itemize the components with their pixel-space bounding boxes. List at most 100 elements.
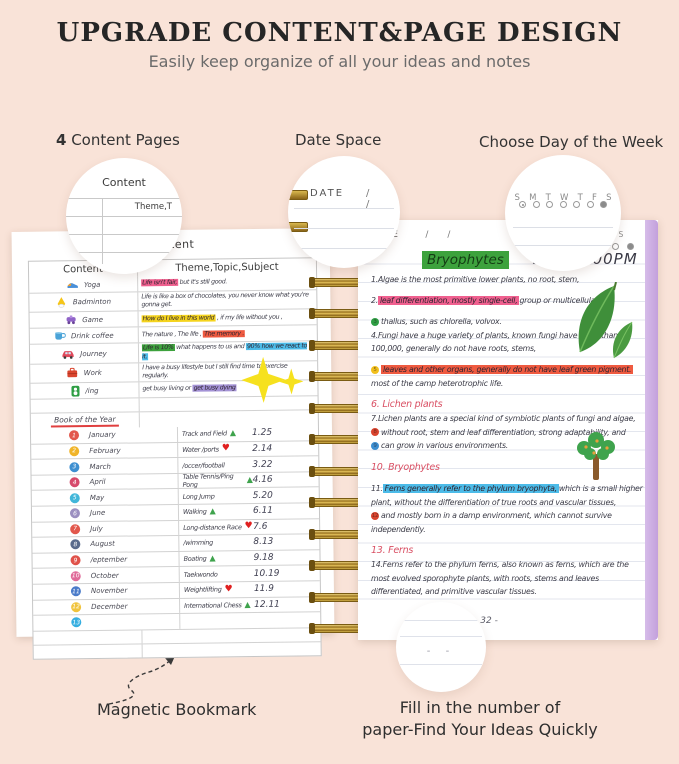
book-of-year-label: Book of the Year xyxy=(51,414,119,428)
month-activity: Water /ports ♥ xyxy=(182,443,230,454)
label-fill-line1: Fill in the number of xyxy=(399,698,561,717)
note-line: 1.Algae is the most primitive lower plan… xyxy=(371,275,580,285)
sparkle-icon xyxy=(241,356,286,403)
month-13-badge: 13 xyxy=(71,617,82,628)
notebook-cover-edge xyxy=(645,220,658,640)
activity-quote: Life is like a box of chocolates, you ne… xyxy=(141,291,309,309)
magnifier-theme-fragment: Theme,T xyxy=(134,202,172,212)
leaf-icon xyxy=(578,282,617,353)
note-line: independently. xyxy=(371,524,426,534)
note-line: plant, without the differentiation of tr… xyxy=(371,497,617,507)
note-heading: 13. Ferns xyxy=(371,545,414,557)
activity-name: Drink coffee xyxy=(70,331,114,341)
month-name: October xyxy=(90,571,119,580)
note-title: Bryophytes xyxy=(422,251,509,269)
month-name: November xyxy=(90,586,128,596)
page-title: UPGRADE CONTENT&PAGE DESIGN xyxy=(56,18,623,48)
month-number-badge: 10 xyxy=(70,570,81,581)
activity-quote: How do I live in this world , if my life… xyxy=(141,313,283,323)
label-magnetic-bookmark: Magnetic Bookmark xyxy=(97,700,257,719)
note-line: 11. Ferns generally refer to the phylum b… xyxy=(371,484,643,494)
activity-row: Game How do I live in this world , if my … xyxy=(29,308,317,329)
callout-choose-day: Choose Day of the Week xyxy=(479,133,664,151)
magnifier-content-title: Content xyxy=(102,176,146,189)
note-line: 100,000, generally do not have roots, st… xyxy=(371,344,537,354)
tree-icon xyxy=(577,432,615,480)
page-subtitle: Easily keep organize of all your ideas a… xyxy=(148,52,531,71)
activity-row: /ing get busy living or get busy dying xyxy=(30,379,318,399)
numbered-dot-badge: 12 xyxy=(371,511,379,520)
note-line: 7.Lichen plants are a special kind of sy… xyxy=(371,414,636,424)
weekday-dot xyxy=(573,201,580,208)
month-number-badge: 11 xyxy=(70,586,81,597)
weekday-letter: T xyxy=(577,193,583,203)
month-number-badge: 3 xyxy=(69,461,80,472)
weekday-dot xyxy=(519,201,526,208)
date-separators: / / xyxy=(425,230,459,240)
note-line: 3 thallus, such as chlorella, volvox. xyxy=(371,315,642,329)
weekday-letter: S xyxy=(618,230,624,239)
content-table: Content Theme,Topic,Subject Yoga Life isn… xyxy=(27,257,322,660)
left-page: Content Content Theme,Topic,Subject Yoga… xyxy=(11,228,335,660)
month-number-badge: 5 xyxy=(69,492,80,503)
activity-row: Yoga Life isn't fair, but it's still good… xyxy=(29,274,316,293)
activity-name: Work xyxy=(83,368,102,377)
label-fill-number: Fill in the number of paper-Find Your Id… xyxy=(330,697,630,740)
header: UPGRADE CONTENT&PAGE DESIGN Easily keep … xyxy=(0,18,679,71)
content-pages-count: 4 xyxy=(56,131,67,149)
sing-icon xyxy=(70,385,80,397)
activity-name: Journey xyxy=(80,349,107,358)
month-activity: /wimming xyxy=(183,539,214,548)
month-name: May xyxy=(89,493,105,502)
activity-quote: Life isn't fair, but it's still good. xyxy=(141,278,228,287)
note-line: 2. leaf differentiation, mostly single-c… xyxy=(371,296,599,306)
sparkle-icon xyxy=(279,368,304,395)
month-number-badge: 1 xyxy=(68,430,80,441)
month-number-badge: 12 xyxy=(71,601,82,613)
month-number-badge: 9 xyxy=(70,555,81,566)
weekday-dot xyxy=(559,201,567,208)
weekday-dot xyxy=(600,201,607,208)
game-icon xyxy=(64,315,77,326)
weekday-dot xyxy=(586,201,594,208)
triangle-icon: ▲ xyxy=(209,506,216,516)
month-name: June xyxy=(89,509,106,518)
note-body: 1.Algae is the most primitive lower plan… xyxy=(371,273,643,599)
note-line: most of the camp heterotrophic life. xyxy=(371,378,504,388)
note-line: 8 without root, stem and leaf differentia… xyxy=(371,426,642,440)
leaf-icon xyxy=(612,321,633,359)
arrow-curve xyxy=(108,655,176,705)
content-pages-label: Content Pages xyxy=(66,131,180,149)
spiral-fragment xyxy=(288,190,308,200)
month-number-badge: 7 xyxy=(70,524,81,535)
month-activity: Long-distance Race ♥ xyxy=(183,521,253,532)
magnifier-date-separators: / / xyxy=(366,188,380,210)
activity-row: Drink coffee The nature , The life , The … xyxy=(29,324,317,345)
page-number: - 32 - xyxy=(474,616,498,626)
content-magnifier: Content Theme,T xyxy=(66,158,182,274)
numbered-dot-badge: 3 xyxy=(371,317,379,326)
month-activity: /occer/football xyxy=(182,460,225,470)
month-activity: Taekwondo xyxy=(183,570,218,579)
note-line: differentiated, and primitive vascular t… xyxy=(371,587,537,597)
numbered-dot-badge: 8 xyxy=(371,428,379,437)
activity-name: Game xyxy=(82,315,104,324)
weekday-dot xyxy=(546,201,553,208)
note-line: 9 can grow in various environments. xyxy=(371,439,642,453)
note-line: 5 leaves and other organs, generally do n… xyxy=(371,363,642,377)
month-name: /eptember xyxy=(90,555,128,565)
triangle-icon: ▲ xyxy=(244,599,251,609)
activity-row: Work I have a busy lifestyle but I still … xyxy=(30,359,318,383)
month-activity: Walking ▲ xyxy=(182,506,216,517)
page-number-blank: - - xyxy=(426,646,456,657)
note-line: 14.Ferns refer to the phylum ferns, also… xyxy=(371,560,629,570)
callout-date-space: Date Space xyxy=(295,131,382,149)
yoga-icon xyxy=(66,279,79,290)
month-number-badge: 2 xyxy=(69,446,80,457)
work-icon xyxy=(67,368,79,379)
drink-coffee-icon xyxy=(54,331,67,342)
weekday-letter: W xyxy=(560,193,569,203)
month-activity: Table Tennis/Ping Pong ▲ xyxy=(182,472,253,489)
